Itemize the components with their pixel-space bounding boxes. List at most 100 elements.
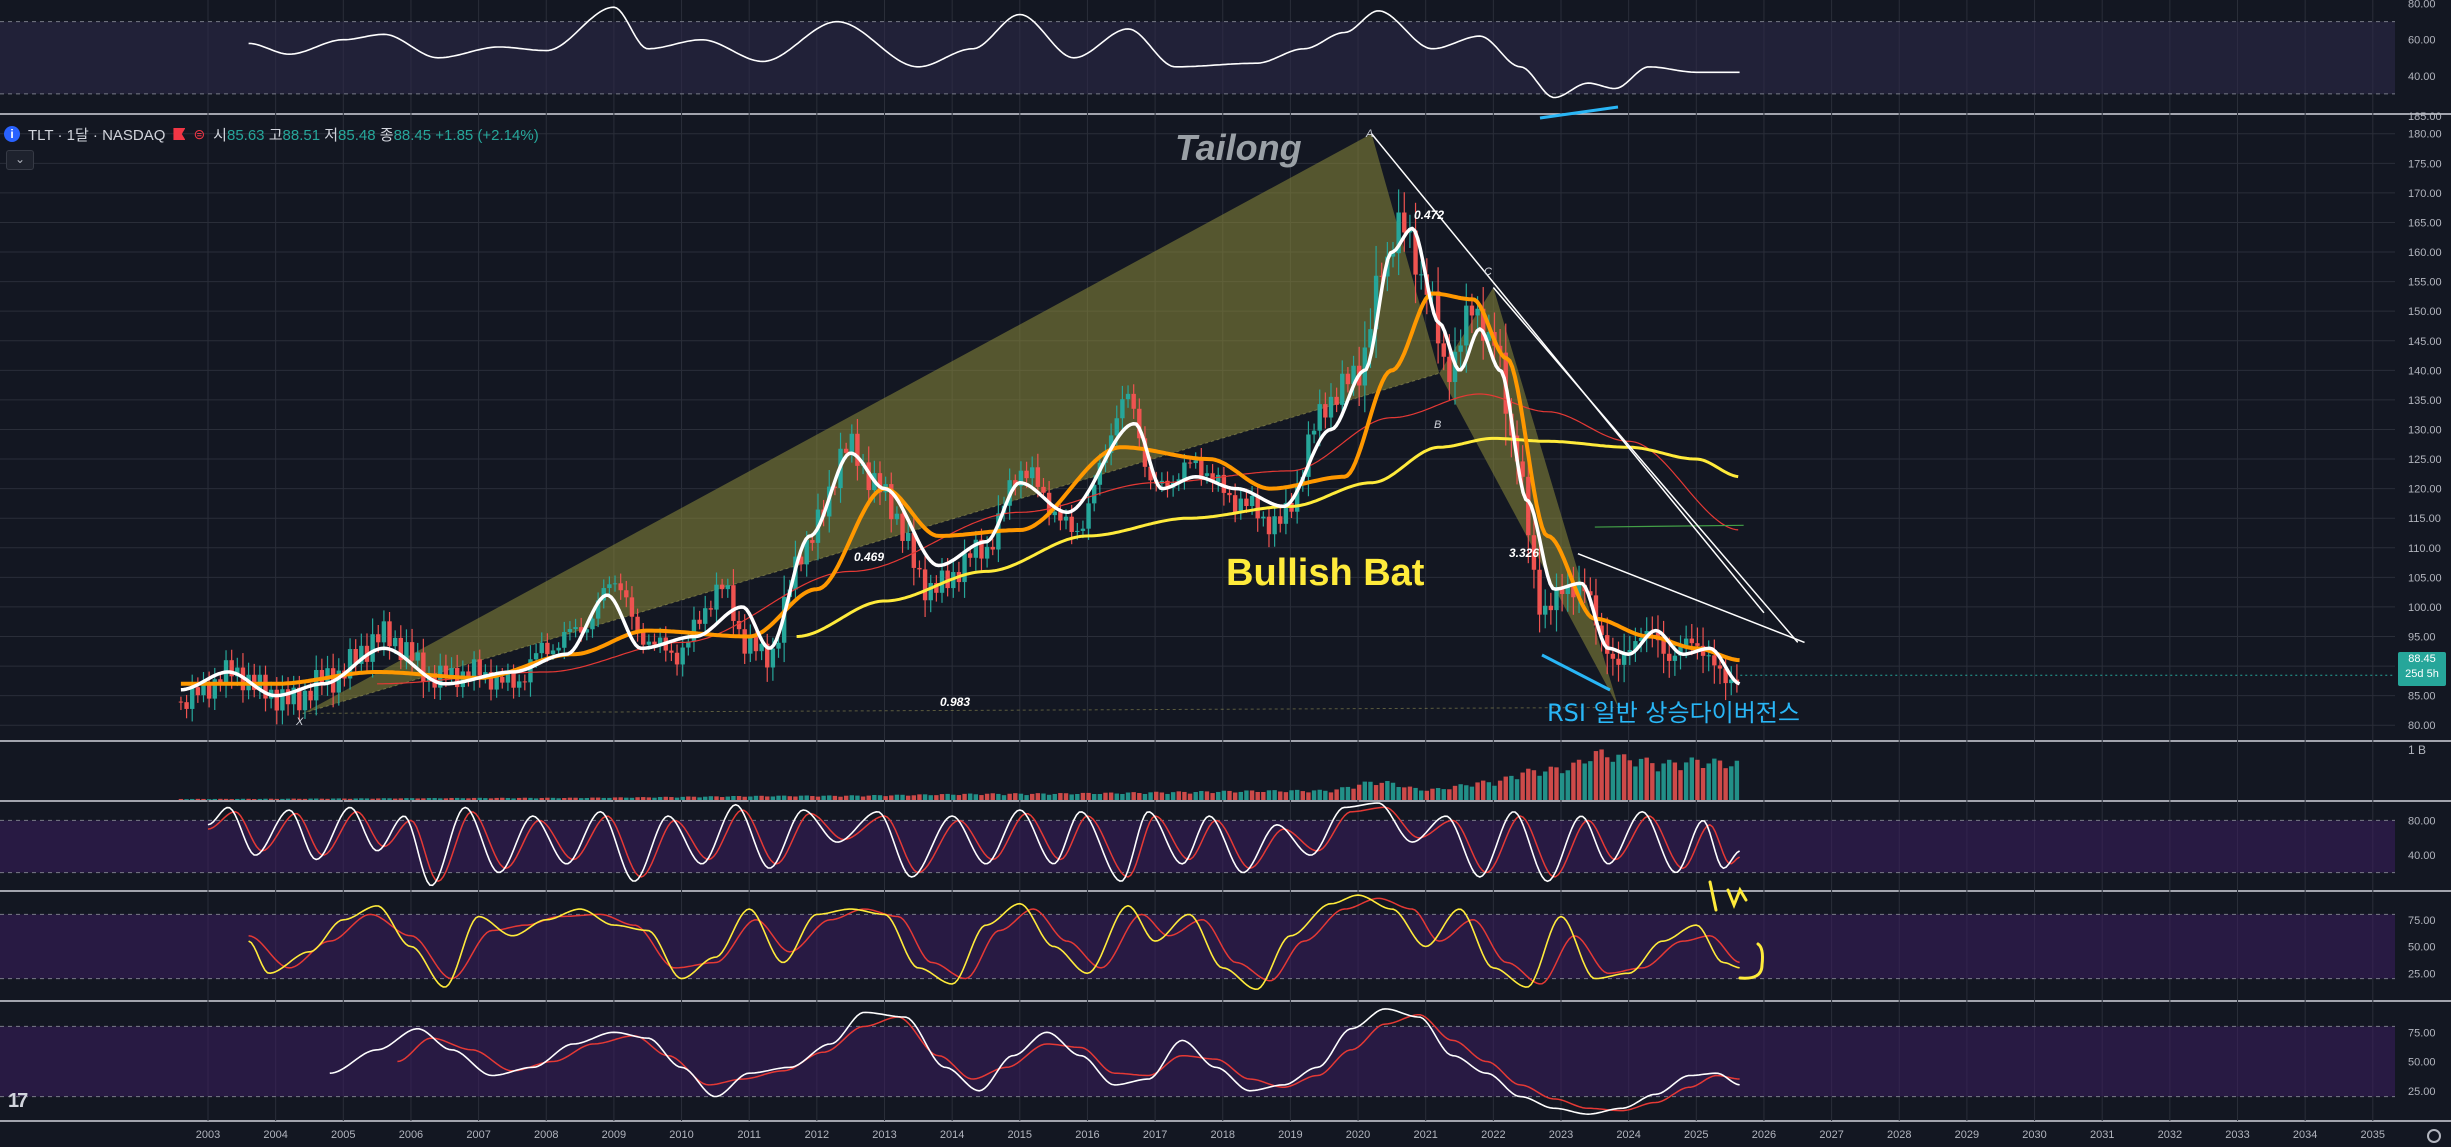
volume-bar <box>753 795 759 800</box>
volume-bar <box>370 798 375 800</box>
volume-bar <box>1351 788 1356 800</box>
candle-body <box>381 621 387 643</box>
candle-body <box>1092 484 1097 504</box>
candle-body <box>376 634 381 643</box>
low-value: 85.48 <box>338 126 376 144</box>
price-tick-label: 180.00 <box>2408 129 2442 141</box>
volume-bar <box>460 798 466 800</box>
candle-body <box>849 433 855 453</box>
candle-body <box>1052 511 1057 516</box>
candle-body <box>855 433 860 466</box>
volume-bar <box>1582 763 1587 800</box>
price-tick-label-top: 185.00 <box>2408 111 2442 123</box>
candle-body <box>449 667 454 679</box>
volume-bar <box>1537 775 1542 800</box>
osc3-tick-label: 75.00 <box>2408 1027 2436 1039</box>
candle-body <box>398 637 404 661</box>
volume-bar <box>1216 791 1221 800</box>
volume-bar <box>928 795 933 800</box>
tradingview-logo-icon[interactable]: 17 <box>8 1090 28 1112</box>
volume-bar <box>1261 791 1266 800</box>
volume-bar <box>889 795 894 800</box>
volume-bar <box>421 798 426 800</box>
price-tick-label: 95.00 <box>2408 631 2436 643</box>
volume-bar <box>1413 787 1418 800</box>
candle-body <box>1638 637 1644 642</box>
volume-bar <box>849 795 855 800</box>
price-tick-label: 160.00 <box>2408 247 2442 259</box>
price-tick-label: 150.00 <box>2408 306 2442 318</box>
volume-bar <box>1503 776 1508 800</box>
price-tick-label: 100.00 <box>2408 602 2442 614</box>
settings-icon[interactable] <box>2427 1129 2441 1143</box>
volume-bar <box>330 798 336 800</box>
volume-bar <box>550 797 556 800</box>
volume-bar <box>246 798 251 800</box>
volume-bar <box>1356 784 1362 800</box>
collapse-legend-button[interactable]: ⌄ <box>6 150 34 170</box>
eye-icon[interactable]: ⊜ <box>193 125 206 142</box>
volume-bar <box>1086 792 1091 800</box>
candle-body <box>201 683 206 696</box>
volume-bar <box>488 798 494 800</box>
volume-bar <box>1058 793 1063 800</box>
volume-bar <box>319 798 325 800</box>
volume-bar <box>1238 791 1243 800</box>
change-value: +1.85 (+2.14%) <box>435 126 539 144</box>
year-tick-label: 2003 <box>196 1129 220 1141</box>
volume-bar <box>1125 792 1131 800</box>
candle-body <box>1576 584 1582 598</box>
volume-bar <box>1418 790 1424 800</box>
volume-bar <box>263 798 268 800</box>
volume-bar <box>1362 781 1368 800</box>
volume-bar <box>223 798 229 800</box>
candle-body <box>1537 569 1542 615</box>
volume-bar <box>1497 780 1503 800</box>
volume-bar <box>1227 790 1232 800</box>
candle-body <box>1244 498 1249 507</box>
candle-body <box>274 689 279 711</box>
flag-icon[interactable] <box>173 128 186 140</box>
volume-bar <box>1571 762 1576 800</box>
candle-body <box>911 532 917 568</box>
volume-bar <box>229 799 234 800</box>
stoch-band <box>0 820 2395 873</box>
candle-body <box>494 676 499 690</box>
info-icon[interactable]: i <box>4 126 20 142</box>
volume-bar <box>1142 793 1148 800</box>
year-tick-label: 2033 <box>2225 1129 2249 1141</box>
candle-body <box>562 632 567 648</box>
last-price: 88.45 <box>2408 653 2436 665</box>
volume-bar <box>1221 790 1227 800</box>
candle-body <box>691 619 697 642</box>
volume-bar <box>1283 792 1289 800</box>
volume-bar <box>274 798 279 800</box>
volume-bar <box>618 797 623 800</box>
symbol-title[interactable]: TLT · 1달 · NASDAQ <box>28 126 166 144</box>
volume-bar <box>1272 790 1277 800</box>
candle-body <box>934 582 939 593</box>
candle-body <box>409 642 415 661</box>
osc2-tick-label: 25.00 <box>2408 968 2436 980</box>
volume-bar <box>1655 771 1661 800</box>
candle-body <box>1396 212 1401 254</box>
volume-bar <box>376 798 381 800</box>
candle-body <box>973 539 979 558</box>
volume-bar <box>793 796 798 800</box>
symbol-header[interactable]: i TLT · 1달 · NASDAQ ⊜ 시85.63 고88.51 저85.… <box>4 122 539 146</box>
candle-body <box>421 652 426 682</box>
volume-bar <box>612 797 618 800</box>
volume-bar <box>607 797 612 800</box>
volume-bar <box>708 796 714 800</box>
candle-body <box>1481 308 1486 341</box>
volume-bar <box>1199 790 1204 800</box>
axes: 80.0085.0090.0095.00100.00105.00110.0011… <box>196 0 2442 1141</box>
pattern-title: Tailong <box>1175 127 1302 168</box>
price-tick-label: 120.00 <box>2408 484 2442 496</box>
volume-bar <box>1548 766 1554 800</box>
candle-body <box>1204 473 1210 476</box>
volume-bar <box>1193 792 1198 800</box>
year-tick-label: 2005 <box>331 1129 355 1141</box>
year-tick-label: 2029 <box>1955 1129 1979 1141</box>
